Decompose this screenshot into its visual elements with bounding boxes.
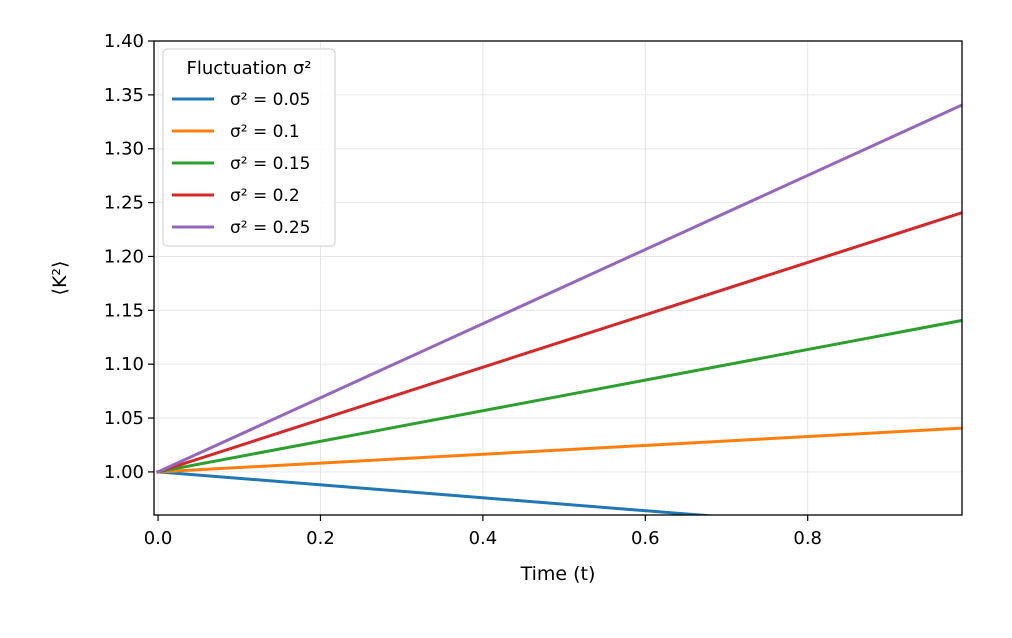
y-tick-label: 1.00 [104,462,144,483]
legend-label: σ² = 0.25 [230,218,311,238]
plot-frame [153,40,963,516]
y-tick-label: 1.10 [104,354,144,375]
y-tick-label: 1.25 [104,193,144,214]
series-line-3 [156,318,962,474]
legend-title: Fluctuation σ² [187,58,312,79]
legend-label: σ² = 0.05 [230,90,311,110]
series-line-4 [156,211,962,474]
y-axis: 1.00 1.05 1.10 1.15 1.20 1.25 1.30 1.35 1.40 [104,31,154,483]
legend-label: σ² = 0.15 [230,154,311,174]
y-tick-label: 1.20 [104,246,144,267]
y-axis-title: ⟨K²⟩ [49,261,71,296]
y-tick-label: 1.40 [104,31,144,52]
legend-label: σ² = 0.2 [230,186,300,206]
series-line-1 [156,470,719,515]
series-lines [156,103,962,515]
x-axis-title: Time (t) [520,563,596,585]
x-axis: 0.0 0.2 0.4 0.6 0.8 [144,515,822,549]
y-tick-label: 1.35 [104,85,144,106]
y-tick-label: 1.15 [104,300,144,321]
x-tick-label: 0.0 [144,528,173,549]
series-line-5 [156,103,962,474]
y-tick-label: 1.05 [104,408,144,429]
y-tick-label: 1.30 [104,139,144,160]
x-tick-label: 0.6 [631,528,660,549]
series-line-2 [156,426,962,474]
legend-label: σ² = 0.1 [230,122,300,142]
x-tick-label: 0.4 [469,528,498,549]
legend: Fluctuation σ² σ² = 0.05 σ² = 0.1 σ² = 0.1… [162,48,336,247]
x-tick-label: 0.2 [306,528,335,549]
x-tick-label: 0.8 [793,528,822,549]
